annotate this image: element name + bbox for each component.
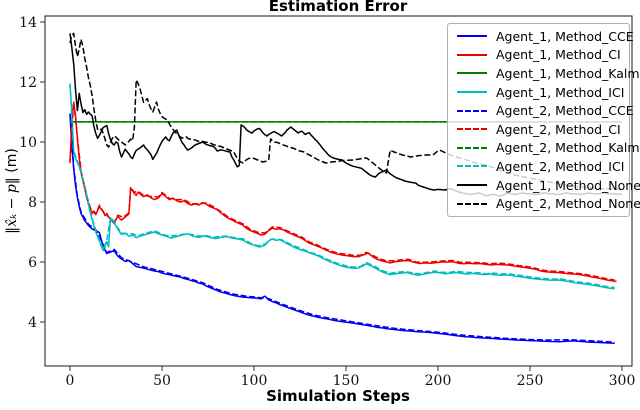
curve-agent-2-method-ci (69, 100, 615, 281)
legend-line-sample (457, 165, 487, 168)
legend-item: Agent_1, Method_ICI (457, 83, 625, 101)
legend-label: Agent_2, Method_CI (496, 121, 621, 137)
legend-label: Agent_1, Method_None (496, 177, 640, 193)
legend-item: Agent_2, Method_ICI (457, 157, 625, 175)
legend-line-sample (457, 91, 487, 94)
legend-line-sample (457, 109, 487, 112)
legend-line-sample (457, 128, 487, 131)
x-tick-label: 300 (609, 373, 636, 389)
x-axis-label: Simulation Steps (266, 387, 410, 405)
legend-label: Agent_1, Method_CCE (496, 28, 634, 44)
y-tick-label: 4 (28, 315, 37, 331)
legend-label: Agent_1, Method_Kalman (496, 65, 640, 81)
legend-line-sample (457, 53, 487, 56)
x-tick-label: 50 (153, 373, 171, 389)
y-axis-label: ‖x̂ₖ − p‖ (m) (4, 148, 20, 234)
curve-agent-2-method-cce (69, 113, 615, 343)
y-tick-label: 14 (19, 15, 37, 31)
x-tick-label: 100 (241, 373, 268, 389)
legend-item: Agent_2, Method_CI (457, 120, 625, 138)
legend-label: Agent_1, Method_CI (496, 47, 621, 63)
legend-label: Agent_2, Method_ICI (496, 158, 625, 174)
axis-ticks: 0 50 100 150 200 250 300 4 6 8 10 12 14 (19, 15, 635, 389)
y-axis-label-math: ‖x̂ₖ − p‖ (4, 177, 20, 234)
legend-label: Agent_2, Method_CCE (496, 103, 634, 119)
x-tick-label: 150 (333, 373, 360, 389)
legend-label: Agent_2, Method_Kalman (496, 140, 640, 156)
x-tick-label: 200 (425, 373, 452, 389)
chart-title: Estimation Error (269, 0, 408, 15)
y-tick-label: 12 (19, 75, 37, 91)
y-tick-label: 6 (28, 255, 37, 271)
legend-line-sample (457, 184, 487, 187)
plot-border (44, 15, 633, 367)
legend-item: Agent_2, Method_None (457, 195, 640, 213)
legend-item: Agent_1, Method_CCE (457, 27, 634, 45)
legend-line-sample (457, 72, 487, 75)
legend-label: Agent_1, Method_ICI (496, 84, 625, 100)
legend-item: Agent_2, Method_CCE (457, 102, 634, 120)
curve-agent-1-method-cce (69, 114, 615, 345)
legend-item: Agent_1, Method_CI (457, 46, 625, 64)
legend-item: Agent_2, Method_Kalman (457, 139, 640, 157)
legend-line-sample (457, 146, 487, 149)
x-tick-label: 250 (517, 373, 544, 389)
legend-line-sample (457, 35, 487, 38)
legend: Agent_1, Method_CCE Agent_1, Method_CI Age… (447, 23, 640, 217)
y-axis-label-unit: (m) (4, 148, 20, 177)
legend-label: Agent_2, Method_None (496, 196, 640, 212)
legend-line-sample (457, 202, 487, 205)
x-tick-label: 0 (66, 373, 75, 389)
legend-item: Agent_1, Method_Kalman (457, 64, 640, 82)
y-tick-label: 8 (28, 195, 37, 211)
curve-agent-2-method-none (69, 32, 622, 191)
y-tick-label: 10 (19, 135, 37, 151)
legend-item: Agent_1, Method_None (457, 176, 640, 194)
